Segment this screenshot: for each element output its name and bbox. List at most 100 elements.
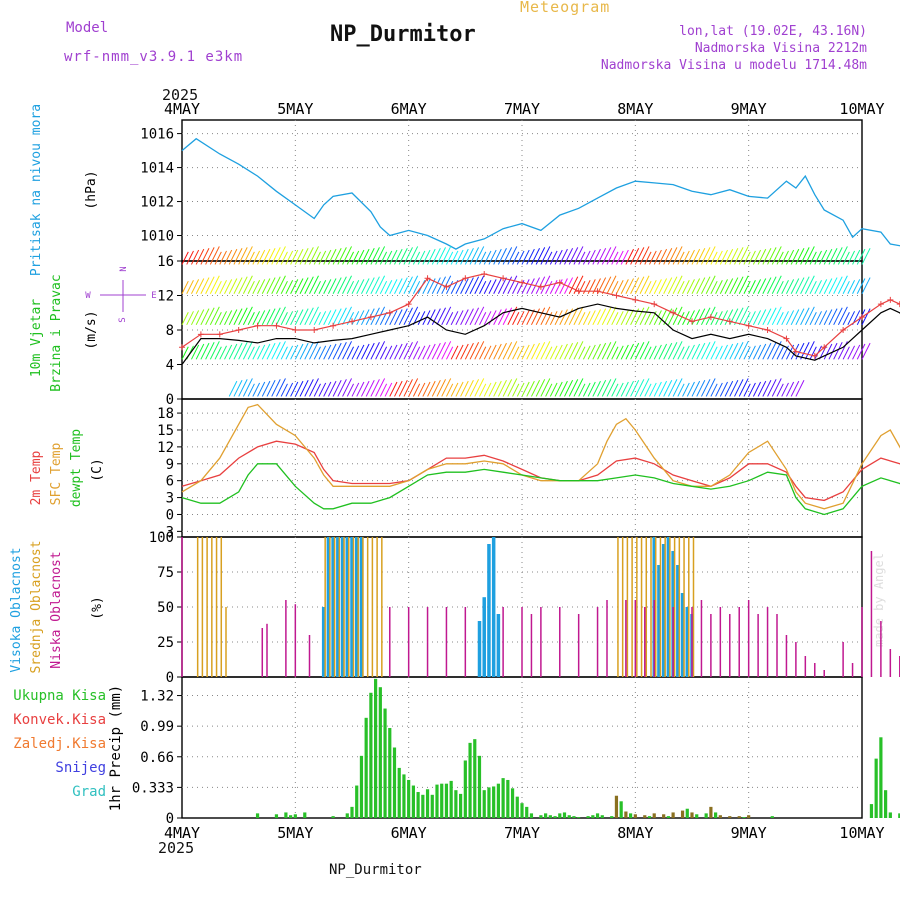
wind-barb [238,379,248,397]
wind-barb [285,250,294,265]
wind-barb [696,277,706,294]
wind-gust-marker [764,327,771,333]
precip-bar [695,814,699,818]
wind-barb [422,344,431,360]
wind-barb [776,251,784,265]
wind-barb [516,345,525,360]
wind-gust-marker [273,322,280,329]
wind-barb [715,280,723,294]
wind-barb [734,247,744,265]
x-tick-label-top: 9MAY [731,100,767,118]
wind-barb [615,345,624,360]
precip-bar [345,813,349,818]
cloud-bar [644,607,646,677]
wind-barb [327,343,337,360]
wind-barb [734,307,744,326]
wind-barb [290,344,299,360]
precip-bar [662,814,666,818]
precip-bar [747,815,751,818]
wind-barb [540,246,551,265]
cloud-bar [823,670,825,677]
precip-bar [577,817,581,818]
wind-gust-marker [745,322,752,329]
wind-barb [318,345,327,360]
wind-barb [431,248,441,265]
x-tick-label-top: 5MAY [277,100,313,118]
wind-axis-title-2: Brzina i Pravac [49,274,64,391]
wind-barb [427,248,436,265]
cloud-bar [324,537,326,677]
wind-barbs [181,246,871,397]
wind-barb [224,279,233,294]
cloud-bar [181,537,183,677]
wind-barb [545,251,553,265]
wind-barb [833,276,843,294]
wind-barb [606,275,617,294]
wind-barb [285,311,294,326]
wind-barb [214,346,222,360]
wind-barb [795,277,805,294]
wind-barb [582,311,591,326]
wind-barb [554,344,563,360]
wind-barb [639,341,650,360]
wind-barb [615,250,624,265]
wind-barb [360,343,370,360]
cloud-bar [596,607,599,677]
precip-bar [690,812,694,818]
wind-barb [776,383,784,397]
wind-barb [601,342,612,360]
cloud-bar [676,565,680,677]
wind-barb [705,341,716,360]
wind-barb [469,276,480,294]
cloud-bar [407,607,410,677]
precip-bar [359,755,364,818]
wind-barb [327,380,337,397]
y-tick-label: 15 [157,423,174,439]
wind-barb [615,311,624,326]
wind-barb [275,246,286,265]
wind-gust-line [181,273,900,357]
wind-gust-marker [179,344,185,351]
cloud-bar [606,600,608,677]
precip-bar [770,816,774,818]
wind-barb [332,342,342,360]
y-tick-label: 4 [166,358,174,374]
wind-barb [431,277,441,294]
wind-barb [228,248,238,265]
temp-series-1 [181,403,900,510]
wind-barb [507,246,518,265]
wind-barb [304,307,314,326]
y-tick-label: 6 [166,474,174,490]
wind-barb [412,346,421,360]
precip-bar [529,813,534,818]
wind-barb [318,250,327,265]
precip-bar [411,785,415,818]
wind-barb [696,379,706,397]
wind-barb [743,346,751,360]
wind-barb [219,280,227,294]
cloud-bar [266,623,268,677]
wind-barb [776,346,784,360]
wind-barb [313,312,321,326]
wind-barb [521,279,530,294]
wind-barb [767,247,777,265]
wind-barb [658,278,668,294]
wind-barb [809,312,817,326]
precip-bar [714,812,718,818]
wind-barb [294,380,304,397]
cloud-bar [333,537,336,677]
mid-cloud-axis-title: Srednja Oblacnost [29,540,44,673]
wind-gust-marker [689,318,695,325]
wind-barb [356,381,365,397]
wind-barb [384,345,393,360]
wind-barb [464,277,474,294]
precip-bar [383,708,387,818]
precip-bar [539,815,543,818]
wind-gust-marker [500,275,507,282]
precip-bar [407,779,411,818]
precip-bar [501,778,505,818]
wind-barb [734,276,744,294]
wind-barb [833,307,843,326]
wind-barb [502,379,513,397]
wind-barb [266,277,276,294]
